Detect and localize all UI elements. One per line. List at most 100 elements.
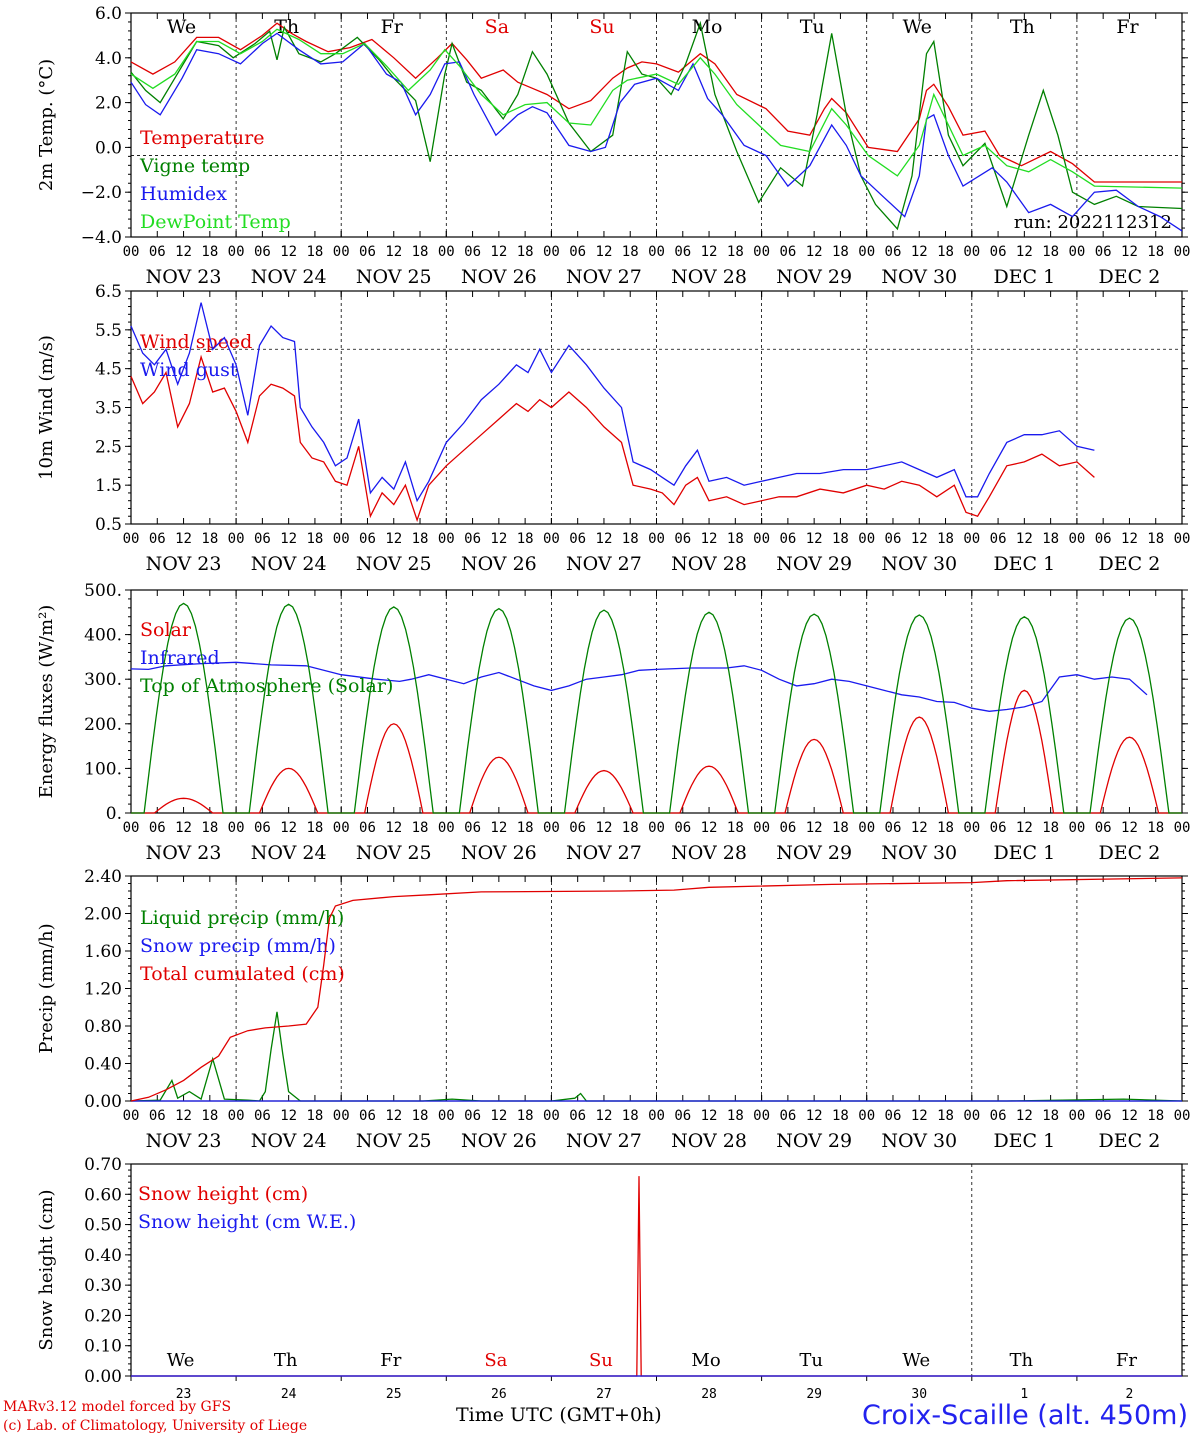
y-tick-label: 0.40 (84, 1246, 122, 1266)
y-axis-label: Precip (mm/h) (36, 923, 57, 1053)
date-label: DEC 2 (1099, 1130, 1161, 1152)
weekday-label: Sa (485, 16, 509, 38)
hour-tick-label: 00 (753, 531, 770, 547)
hour-tick-label: 00 (648, 1108, 665, 1124)
hour-tick-label: 06 (149, 244, 166, 260)
hour-tick-label: 06 (990, 244, 1007, 260)
panel-3: 0. 100. 200. 300. 400. 500. Energy fluxes (W/m… (36, 581, 1190, 864)
weekday-label: Mo (691, 1350, 720, 1371)
hour-tick-label: 18 (201, 820, 218, 836)
hour-tick-label: 06 (990, 531, 1007, 547)
legend-entry: Humidex (140, 183, 227, 205)
day-number: 2 (1126, 1387, 1134, 1402)
date-label: NOV 25 (356, 553, 432, 575)
hour-tick-label: 12 (806, 244, 823, 260)
hour-tick-label: 00 (438, 820, 455, 836)
series-line (130, 28, 1183, 189)
legend-entry: Top of Atmosphere (Solar) (140, 675, 393, 697)
hour-tick-label: 06 (254, 820, 271, 836)
hour-tick-label: 18 (622, 1108, 639, 1124)
y-tick-label: 4.5 (95, 360, 122, 380)
hour-tick-label: 00 (438, 1108, 455, 1124)
hour-tick-label: 00 (858, 820, 875, 836)
date-label: DEC 1 (993, 1130, 1055, 1152)
hour-tick-label: 12 (175, 820, 192, 836)
hour-tick-label: 06 (674, 820, 691, 836)
hour-tick-label: 00 (648, 531, 665, 547)
hour-tick-label: 00 (228, 531, 245, 547)
hour-tick-label: 18 (517, 244, 534, 260)
date-label: NOV 24 (251, 842, 327, 864)
hour-tick-label: 18 (622, 820, 639, 836)
weekday-label: Mo (692, 16, 723, 38)
hour-tick-label: 06 (674, 244, 691, 260)
y-axis-label: Energy fluxes (W/m²) (36, 605, 57, 799)
hour-tick-label: 06 (779, 820, 796, 836)
series-line (130, 661, 1148, 712)
hour-tick-label: 12 (701, 244, 718, 260)
run-label: run: 2022112312 (1014, 212, 1172, 233)
y-tick-label: 0.20 (84, 1306, 122, 1326)
hour-tick-label: 00 (123, 1108, 140, 1124)
y-tick-label: 1.60 (84, 942, 122, 962)
panel-frame (130, 589, 1183, 814)
weekday-label: We (167, 16, 196, 38)
hour-tick-label: 12 (1016, 820, 1033, 836)
series-line (131, 602, 1182, 814)
hour-tick-label: 18 (727, 820, 744, 836)
hour-tick-label: 12 (1121, 1108, 1138, 1124)
hour-tick-label: 00 (753, 820, 770, 836)
hour-tick-label: 00 (963, 244, 980, 260)
y-tick-label: 5.5 (95, 321, 122, 341)
hour-tick-label: 18 (306, 531, 323, 547)
y-tick-label: 2.5 (95, 437, 122, 457)
weekday-label: Su (589, 16, 614, 38)
date-label: NOV 23 (146, 553, 222, 575)
hour-tick-label: 06 (254, 244, 271, 260)
hour-tick-label: 18 (517, 531, 534, 547)
day-number: 23 (176, 1387, 192, 1402)
series-line (131, 1176, 1182, 1377)
hour-tick-label: 06 (885, 244, 902, 260)
hour-tick-label: 18 (937, 244, 954, 260)
date-label: NOV 25 (356, 1130, 432, 1152)
hour-tick-label: 06 (359, 1108, 376, 1124)
hour-tick-label: 00 (648, 820, 665, 836)
hour-tick-label: 06 (1095, 820, 1112, 836)
weekday-label: Tu (799, 1350, 823, 1371)
y-tick-label: 500. (84, 581, 122, 601)
hour-tick-label: 12 (385, 244, 402, 260)
date-label: NOV 24 (251, 1130, 327, 1152)
date-label: NOV 30 (881, 842, 957, 864)
weekday-label: We (902, 1350, 930, 1371)
hour-tick-label: 00 (1068, 244, 1085, 260)
hour-tick-label: 06 (1095, 244, 1112, 260)
series-line (130, 32, 1183, 232)
hour-tick-label: 12 (806, 531, 823, 547)
hour-tick-label: 18 (412, 244, 429, 260)
weekday-label: Th (1010, 16, 1035, 38)
hour-tick-label: 00 (438, 531, 455, 547)
hour-tick-label: 12 (490, 820, 507, 836)
hour-tick-label: 06 (149, 1108, 166, 1124)
date-label: NOV 30 (881, 1130, 957, 1152)
hour-tick-label: 12 (1121, 820, 1138, 836)
hour-tick-label: 00 (543, 820, 560, 836)
series-line (130, 354, 1095, 523)
hour-tick-label: 06 (569, 820, 586, 836)
date-label: DEC 2 (1099, 266, 1161, 288)
hour-tick-label: 12 (385, 820, 402, 836)
y-tick-label: 0.00 (84, 1367, 122, 1387)
hour-tick-label: 18 (937, 531, 954, 547)
hour-tick-label: 12 (280, 1108, 297, 1124)
day-number: 29 (806, 1387, 822, 1402)
hour-tick-label: 12 (280, 531, 297, 547)
hour-tick-label: 18 (412, 531, 429, 547)
hour-tick-label: 18 (622, 531, 639, 547)
hour-tick-label: 12 (1016, 531, 1033, 547)
weekday-label: Fr (381, 16, 404, 38)
hour-tick-label: 00 (228, 244, 245, 260)
hour-tick-label: 06 (990, 820, 1007, 836)
date-label: NOV 23 (146, 266, 222, 288)
weekday-label: Tu (800, 16, 825, 38)
